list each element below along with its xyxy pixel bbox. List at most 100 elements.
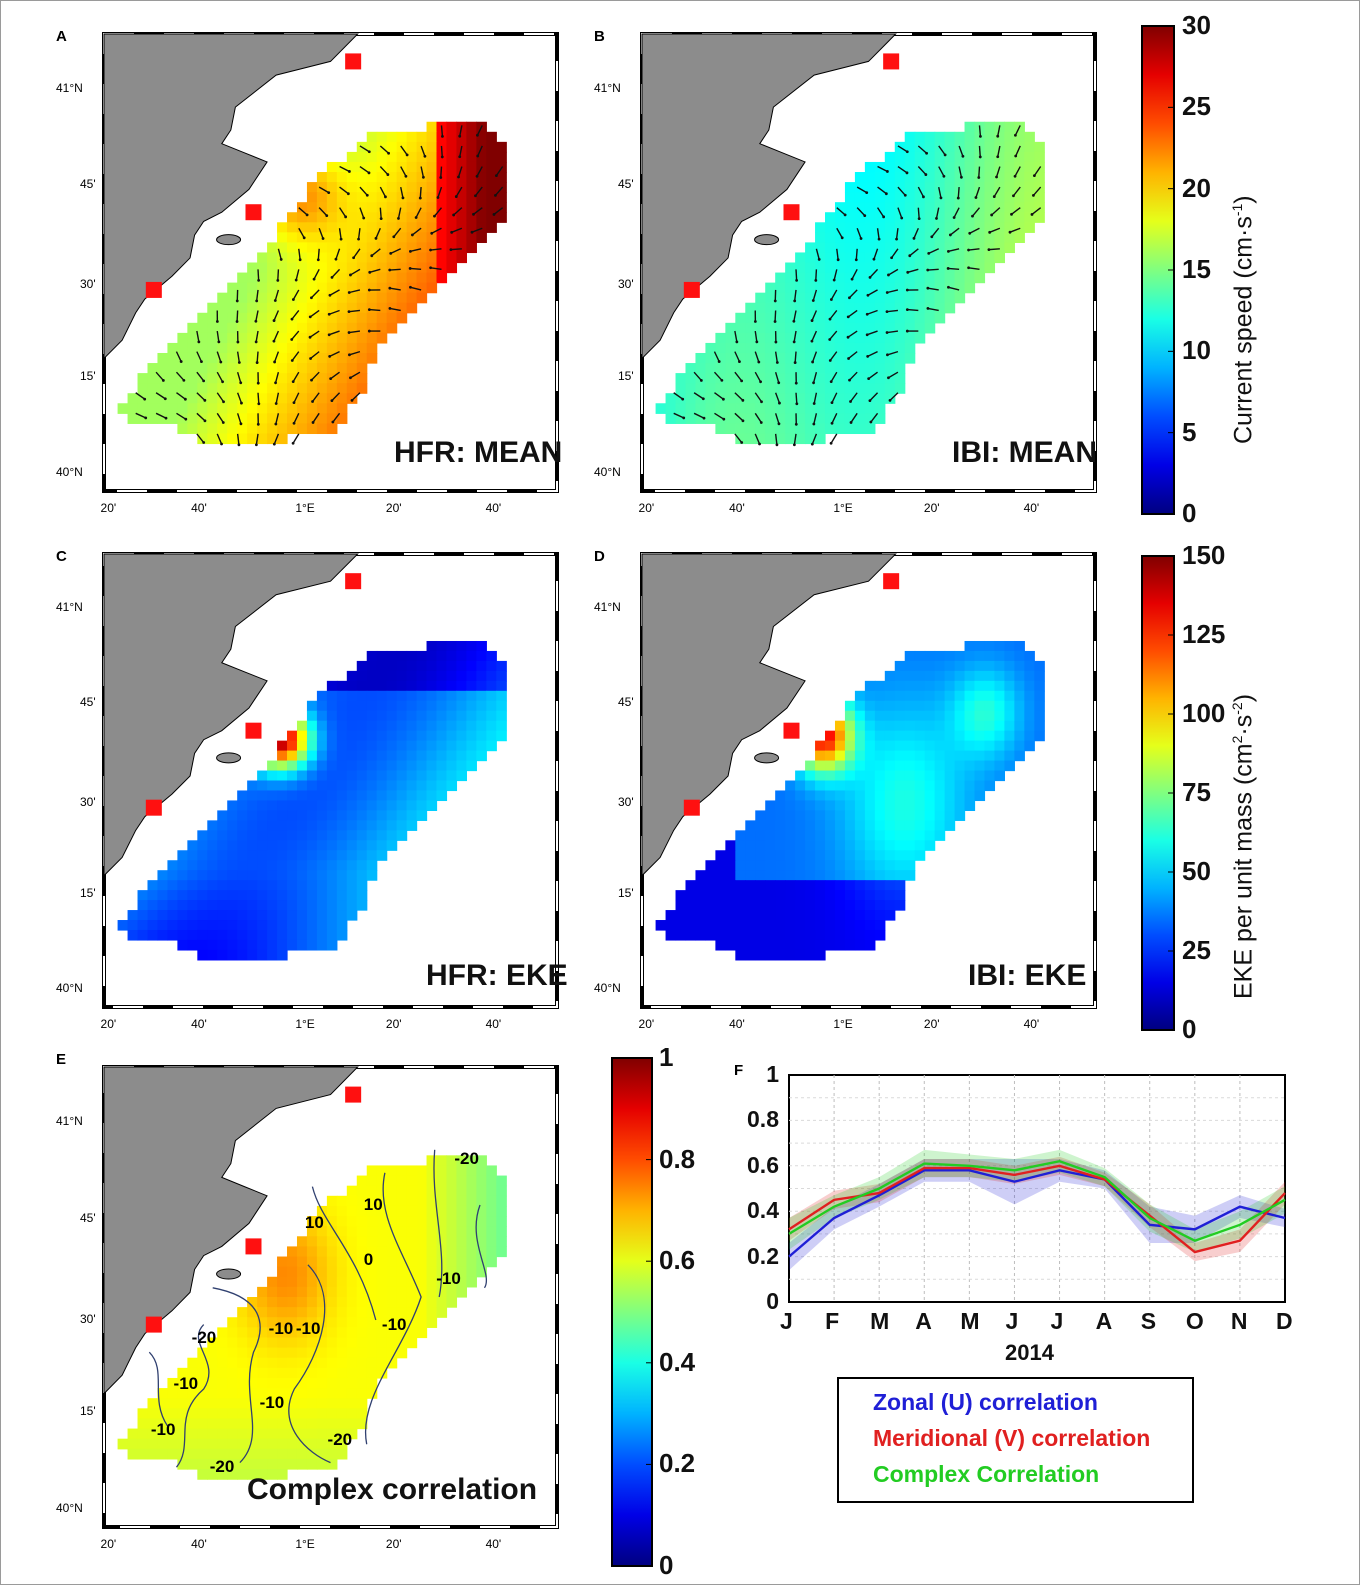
panel-f-letter: F [734,1062,743,1079]
panel-e-letter: E [56,1051,66,1068]
contour-label: -10 [174,1374,199,1394]
map-lon-label: 1°E [295,501,314,515]
x-tick-label: S [1141,1308,1156,1335]
contour-label: -10 [296,1319,321,1339]
map-lat-label: 41°N [56,1114,83,1128]
colorbar-tick-label: 20 [1182,173,1211,204]
map-lat-label: 40°N [594,465,621,479]
map-lat-label: 45' [618,695,634,709]
colorbar-2-title: EKE per unit mass (cm2·s-2) [1229,694,1258,999]
map-lat-label: 41°N [56,600,83,614]
panel-d-title: IBI: EKE [968,959,1086,993]
hf-radar-site-marker [883,573,899,589]
x-tick-label: M [960,1308,979,1335]
map-lon-label: 40' [486,1537,502,1551]
map-lon-label: 40' [486,1017,502,1031]
map-lat-label: 40°N [56,465,83,479]
colorbar-tick-label: 75 [1182,777,1211,808]
colorbar-tick-label: 0 [659,1550,673,1581]
panel-c-letter: C [56,548,67,565]
map-lon-label: 20' [386,1017,402,1031]
colorbar-tick-label: 50 [1182,856,1211,887]
x-axis-label: 2014 [1005,1340,1054,1366]
map-lat-label: 41°N [56,81,83,95]
colorbar-tick-label: 10 [1182,335,1211,366]
map-lon-label: 20' [101,1017,117,1031]
panel-a-map [104,34,557,491]
x-tick-label: A [915,1308,932,1335]
panel-d-letter: D [594,548,605,565]
contour-label: -20 [210,1457,235,1477]
map-lon-label: 20' [639,1017,655,1031]
map-lat-label: 15' [80,369,96,383]
map-lon-label: 20' [101,501,117,515]
map-lat-label: 30' [80,1312,96,1326]
hf-radar-site-marker [146,800,162,816]
colorbar-title-end: ) [1229,694,1257,702]
hf-radar-site-marker [783,204,799,220]
panel-b-title: IBI: MEAN [952,436,1097,470]
panel-e-title: Complex correlation [247,1473,537,1507]
delta-islet [755,235,779,245]
colorbar-tick-label: 0 [1182,1014,1196,1045]
colorbar-tick-label: 25 [1182,935,1211,966]
panel-c-map [104,554,557,1007]
map-lon-label: 40' [1024,1017,1040,1031]
colorbar-tick-label: 0.4 [659,1347,695,1378]
colorbar-title-sup2: -2 [1229,702,1245,714]
y-tick-label: 0.2 [747,1243,779,1270]
x-tick-label: O [1186,1308,1204,1335]
map-lon-label: 1°E [295,1017,314,1031]
hf-radar-site-marker [783,723,799,739]
colorbar-tick-label: 25 [1182,91,1211,122]
map-lon-label: 20' [924,1017,940,1031]
x-tick-label: J [1051,1308,1064,1335]
x-tick-label: J [780,1308,793,1335]
contour-label: -20 [454,1149,479,1169]
map-lat-label: 40°N [56,1501,83,1515]
delta-islet [217,235,241,245]
map-lat-label: 40°N [594,981,621,995]
legend-item-meridional: Meridional (V) correlation [873,1425,1150,1452]
colorbar-tick-label: 0.8 [659,1144,695,1175]
y-tick-label: 0.4 [747,1197,779,1224]
map-lon-label: 40' [729,1017,745,1031]
map-lon-label: 20' [386,1537,402,1551]
map-lat-label: 41°N [594,81,621,95]
hf-radar-site-marker [345,53,361,69]
panel-d-map [642,554,1095,1007]
hf-radar-site-marker [883,53,899,69]
contour-label: 10 [305,1213,324,1233]
contour-label: -20 [192,1328,217,1348]
x-tick-label: A [1096,1308,1113,1335]
hf-radar-site-marker [345,573,361,589]
map-lon-label: 40' [191,1017,207,1031]
map-lat-label: 30' [80,277,96,291]
panel-e-map [104,1067,557,1527]
map-lon-label: 40' [191,501,207,515]
map-lat-label: 15' [80,886,96,900]
x-tick-label: N [1231,1308,1248,1335]
map-lon-label: 20' [639,501,655,515]
hf-radar-site-marker [345,1087,361,1103]
delta-islet [755,753,779,763]
map-lat-label: 15' [80,1404,96,1418]
map-lat-label: 45' [80,1211,96,1225]
map-lon-label: 40' [1024,501,1040,515]
map-lon-label: 1°E [833,1017,852,1031]
y-tick-label: 1 [766,1061,779,1088]
y-tick-label: 0.6 [747,1152,779,1179]
hf-radar-site-marker [245,204,261,220]
x-tick-label: M [870,1308,889,1335]
contour-label: -10 [269,1319,294,1339]
colorbar-title-sup: 2 [1229,736,1245,744]
map-lon-label: 1°E [833,501,852,515]
hf-radar-site-marker [245,1238,261,1254]
legend-item-complex: Complex Correlation [873,1461,1099,1488]
colorbar-title-end: ) [1229,195,1257,203]
map-lat-label: 45' [80,695,96,709]
colorbar-tick-label: 0.6 [659,1245,695,1276]
contour-label: -10 [260,1393,285,1413]
map-lon-label: 1°E [295,1537,314,1551]
map-lon-label: 20' [101,1537,117,1551]
